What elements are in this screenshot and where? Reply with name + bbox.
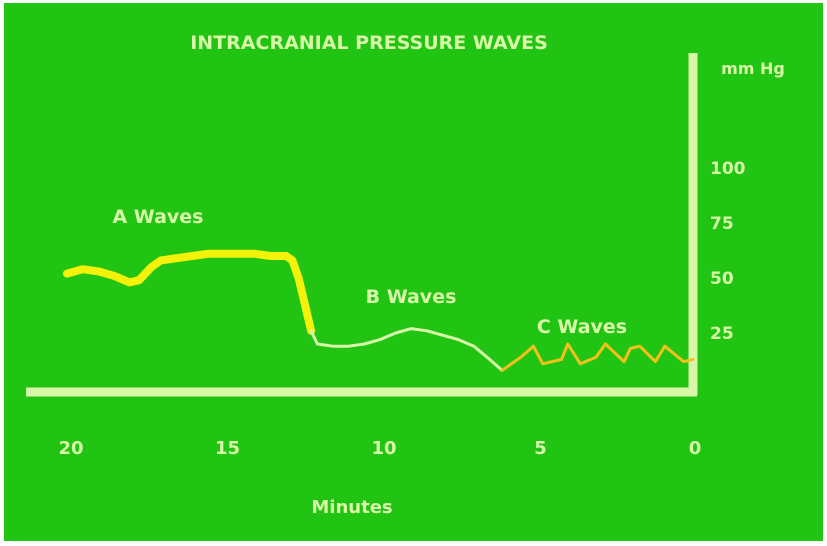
y-axis-ticks: 100 75 50 25 [710,159,746,344]
y-axis-unit-label: mm Hg [721,59,785,78]
x-tick-label: 0 [689,438,702,459]
series-group [63,249,695,372]
y-tick-label: 25 [710,324,734,344]
x-tick-label: 15 [215,438,240,459]
x-axis-ticks: 20 15 10 5 0 [58,438,701,459]
annotation-b-waves: B Waves [366,286,457,308]
chart-title: INTRACRANIAL PRESSURE WAVES [190,32,548,54]
x-tick-label: 20 [58,438,83,459]
pressure-waves-chart: INTRACRANIAL PRESSURE WAVES mm Hg Minute… [26,32,785,518]
x-tick-label: 10 [371,438,396,459]
series-line-c-waves [500,342,695,372]
series-line-b-waves [309,327,504,372]
chart-panel: INTRACRANIAL PRESSURE WAVES mm Hg Minute… [4,3,823,541]
y-tick-label: 75 [710,214,734,234]
annotation-a-waves: A Waves [112,206,203,228]
x-tick-label: 5 [534,438,547,459]
y-tick-label: 50 [710,269,734,289]
x-axis-title: Minutes [311,497,392,518]
annotation-c-waves: C Waves [537,316,627,338]
y-tick-label: 100 [710,159,746,179]
series-line-a-waves [63,249,316,335]
